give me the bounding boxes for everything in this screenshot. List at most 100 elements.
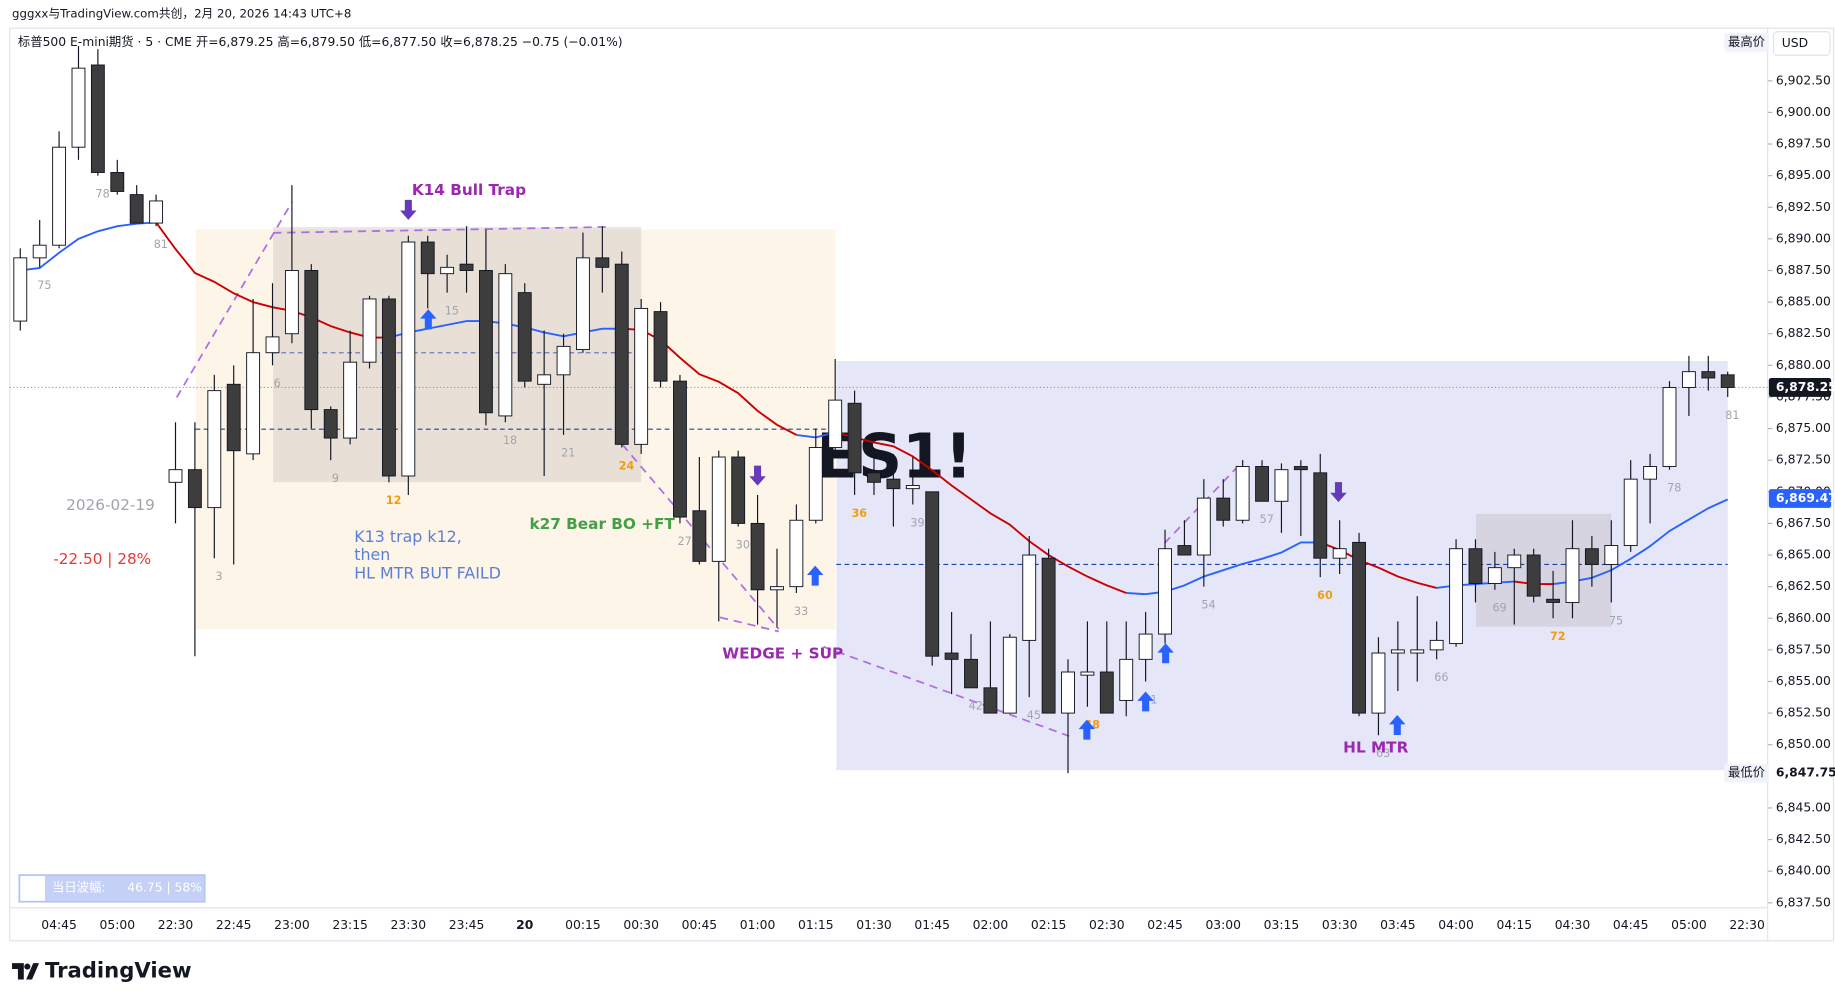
candle-body [1119, 658, 1134, 701]
candle-body [304, 270, 319, 411]
candle-body [556, 345, 571, 376]
bar-number: 69 [1492, 602, 1506, 615]
bar-number: 72 [1550, 630, 1566, 643]
x-tick-label: 02:15 [1031, 918, 1067, 932]
bar-number: 33 [794, 605, 808, 618]
price-badge-label: 6,869.47 [1776, 491, 1835, 505]
y-tick-label: 6,865.00 [1776, 548, 1831, 562]
y-tick-label: 6,872.50 [1776, 453, 1831, 467]
candle-body [207, 390, 222, 509]
logo-dot [24, 963, 31, 970]
range-value: 46.75 | 58% [127, 880, 202, 894]
candle-body [1681, 371, 1696, 388]
legend-bg [12, 31, 565, 52]
bar-number: 60 [1317, 589, 1333, 602]
bar-number: 24 [619, 459, 635, 472]
candle-body [925, 491, 940, 657]
candle-body [1274, 469, 1289, 502]
x-tick-label: 22:30 [158, 918, 194, 932]
annotation: then [354, 545, 390, 564]
candle-body [1526, 554, 1541, 597]
brand-logo: TradingView [12, 957, 192, 982]
candle-body [808, 447, 823, 521]
candle-body [1177, 545, 1192, 556]
ma-line [1552, 498, 1729, 586]
bar-number: 78 [1667, 481, 1681, 494]
candle-body [1604, 545, 1619, 565]
bar-number: 66 [1434, 671, 1448, 684]
x-tick-label: 23:15 [332, 918, 368, 932]
y-tick-label: 6,862.50 [1776, 579, 1831, 593]
y-tick-label: 6,880.00 [1776, 358, 1831, 372]
candle-body [1623, 478, 1638, 547]
x-tick-label: 04:45 [1613, 918, 1649, 932]
candle-body [459, 263, 474, 271]
arrow-up [806, 565, 824, 586]
candle-body [129, 194, 144, 224]
ma-line [621, 327, 797, 436]
candle-body [1720, 374, 1735, 388]
candle-body [13, 257, 28, 322]
candle-body [362, 298, 377, 363]
candle-body [1487, 567, 1502, 584]
y-tick-label: 6,900.00 [1776, 105, 1831, 119]
candle-body [1701, 371, 1716, 379]
candle-body [1196, 497, 1211, 556]
candle-body [168, 469, 183, 483]
candle-body [944, 652, 959, 660]
annotation: k27 Bear BO +FT [529, 515, 675, 533]
candle-body [692, 510, 707, 562]
x-tick-label: 04:15 [1497, 918, 1533, 932]
bar-number: 15 [445, 304, 459, 317]
bar-number: 30 [736, 538, 750, 551]
candle-body [90, 64, 105, 173]
candle-body [964, 658, 978, 689]
candle-body [1293, 466, 1308, 471]
bar-number: 78 [95, 187, 109, 200]
annotation: K14 Bull Trap [412, 181, 526, 199]
bar-number: 57 [1260, 513, 1274, 526]
trendline [719, 616, 779, 633]
ma-line [20, 221, 157, 272]
candle-body [750, 522, 765, 591]
candle-body [1390, 649, 1405, 654]
bar-number: 45 [1027, 709, 1041, 722]
x-tick-label: 23:00 [274, 918, 310, 932]
candle-body [1313, 472, 1328, 559]
bar-number: 42 [969, 700, 983, 713]
x-tick-label: 20 [516, 918, 533, 932]
candle-body [1332, 548, 1347, 559]
arrow-up [1137, 691, 1154, 712]
x-tick-label: 05:00 [100, 918, 136, 932]
x-tick-label: 05:00 [1671, 918, 1707, 932]
y-tick-label: 6,875.00 [1776, 421, 1831, 435]
ma-line [834, 431, 1127, 594]
candle-body [52, 146, 67, 246]
bar-number: 36 [852, 507, 868, 520]
x-tick-label: 03:30 [1322, 918, 1358, 932]
candle-body [381, 298, 396, 477]
bar-number: 81 [154, 238, 168, 251]
candle-body [1643, 466, 1658, 480]
candle-body [1429, 639, 1444, 651]
currency: USD [1782, 36, 1808, 50]
x-tick-label: 03:45 [1380, 918, 1416, 932]
bar-number: 21 [561, 447, 575, 460]
bar-number: 6 [274, 377, 281, 390]
candle-body [653, 311, 668, 382]
annotation: K13 trap k12, [354, 527, 462, 546]
y-tick-label: 6,897.50 [1776, 137, 1831, 151]
x-tick-label: 01:15 [798, 918, 834, 932]
candle-body [420, 241, 435, 275]
y-tick-label: 6,902.50 [1776, 73, 1831, 87]
candle-body [498, 273, 513, 417]
logo-mark [12, 963, 40, 980]
candle-body [1546, 598, 1561, 603]
candle-body [149, 200, 164, 224]
x-tick-label: 22:45 [216, 918, 252, 932]
price-badge [1768, 378, 1832, 397]
x-tick-label: 01:30 [856, 918, 892, 932]
candle-body [614, 263, 629, 445]
x-tick-label: 03:15 [1264, 918, 1300, 932]
